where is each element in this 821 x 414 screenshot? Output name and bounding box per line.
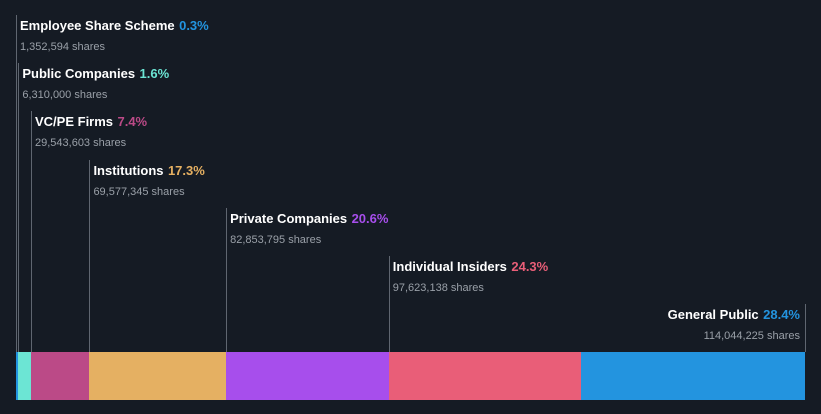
share-count: 69,577,345 shares — [93, 185, 185, 198]
bar-segment — [18, 352, 32, 400]
segment-label: Employee Share Scheme 0.3% 1,352,594 shar… — [20, 17, 209, 53]
percent-value: 17.3% — [167, 162, 205, 178]
category-name: Employee Share Scheme — [20, 18, 175, 33]
category-name: VC/PE Firms — [35, 114, 114, 130]
share-count: 29,543,603 shares — [35, 137, 127, 150]
category-name: Individual Insiders — [392, 259, 507, 274]
share-count: 6,310,000 shares — [22, 89, 108, 102]
share-count: 97,623,138 shares — [392, 282, 484, 294]
leader-line — [16, 15, 17, 352]
category-name: Private Companies — [230, 210, 348, 226]
segment-label: Individual Insiders 24.3% 97,623,138 shar… — [393, 258, 548, 294]
bar-segment — [388, 352, 582, 400]
percent-value: 1.6% — [139, 66, 170, 82]
category-name: Institutions — [93, 162, 164, 178]
segment-label: General Public 28.4% 114,044,225 shares — [668, 306, 800, 342]
segment-label: VC/PE Firms 7.4% 29,543,603 shares — [35, 113, 147, 149]
share-count: 1,352,594 shares — [20, 41, 106, 53]
segment-label: Institutions 17.3% 69,577,345 shares — [93, 162, 204, 198]
bar-segment — [16, 352, 19, 400]
percent-value: 7.4% — [117, 114, 148, 130]
bar-segment — [89, 352, 227, 400]
percent-value: 28.4% — [763, 307, 800, 323]
bar-segment — [580, 352, 806, 400]
leader-line — [89, 159, 91, 352]
percent-value: 20.6% — [351, 210, 389, 226]
share-count: 82,853,795 shares — [230, 233, 322, 246]
category-name: Public Companies — [22, 66, 136, 82]
share-count: 114,044,225 shares — [703, 330, 800, 343]
percent-value: 24.3% — [511, 259, 549, 274]
percent-value: 0.3% — [179, 18, 209, 33]
category-name: General Public — [667, 307, 759, 323]
bar-segment — [226, 352, 390, 400]
bar-segment — [31, 352, 90, 400]
leader-line — [18, 63, 20, 352]
leader-line — [388, 256, 390, 352]
leader-line — [31, 111, 32, 352]
segment-label: Public Companies 1.6% 6,310,000 shares — [22, 65, 169, 101]
leader-line — [805, 304, 806, 352]
segment-label: Private Companies 20.6% 82,853,795 shares — [230, 210, 388, 246]
leader-line — [226, 207, 228, 352]
